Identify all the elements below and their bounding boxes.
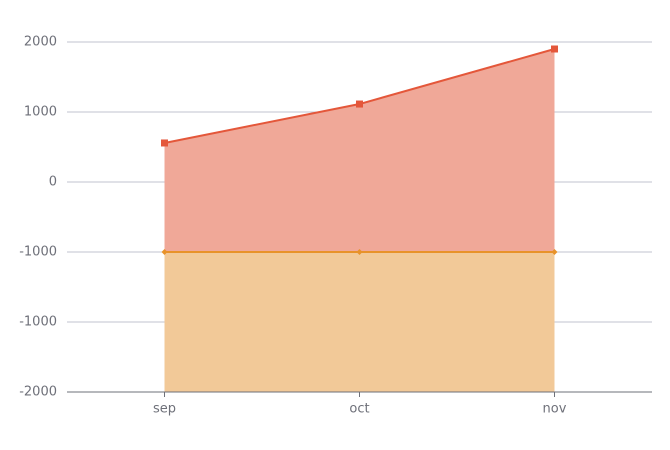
y-tick-label: -1000 [19,245,57,260]
marker [161,249,168,255]
marker [551,45,558,53]
marker [161,139,168,147]
y-tick-label: 1000 [24,105,57,120]
x-tick-label: nov [543,402,567,417]
marker [356,249,363,255]
x-tick-label: sep [153,402,176,417]
y-tick-label: 0 [49,175,57,190]
marker [356,100,363,108]
x-tick-label: oct [349,402,369,417]
area [164,252,555,392]
y-tick-label: 2000 [24,35,57,50]
y-tick-label: -1000 [19,315,57,330]
y-tick-label: -2000 [19,385,57,400]
marker [551,249,558,255]
